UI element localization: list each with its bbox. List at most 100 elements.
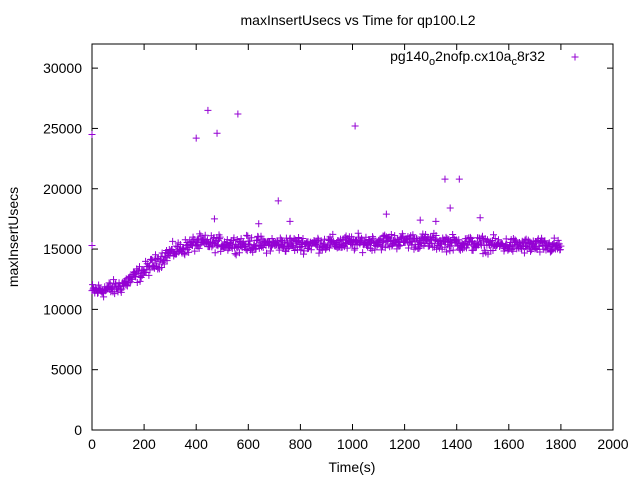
data-point xyxy=(246,237,254,245)
data-point xyxy=(477,240,485,248)
legend-marker xyxy=(571,53,579,61)
outlier-point xyxy=(286,217,294,225)
chart-title: maxInsertUsecs vs Time for qp100.L2 xyxy=(241,12,476,28)
data-point xyxy=(404,244,412,252)
x-tick-label: 1400 xyxy=(441,436,472,452)
data-point xyxy=(556,246,564,254)
outlier-point xyxy=(382,210,390,218)
data-point xyxy=(111,290,119,298)
data-point xyxy=(494,236,502,244)
y-tick-label: 25000 xyxy=(43,120,82,136)
data-point xyxy=(444,241,452,249)
data-point xyxy=(449,246,457,254)
data-point xyxy=(409,231,417,239)
data-point xyxy=(446,247,454,255)
data-point xyxy=(292,242,300,250)
legend-label-part: 2nofp.cx10a xyxy=(435,48,511,64)
data-point xyxy=(358,234,366,242)
data-point xyxy=(299,234,307,242)
x-tick-label: 400 xyxy=(185,436,209,452)
data-point xyxy=(118,285,126,293)
data-point xyxy=(350,246,358,254)
outlier-point xyxy=(432,217,440,225)
data-point xyxy=(354,229,362,237)
data-point xyxy=(533,238,541,246)
data-point xyxy=(169,237,177,245)
axis-ticks: 0 200 400 600 800 1000 1200 1400 1600 1800 2000050… xyxy=(43,44,629,452)
data-point xyxy=(214,236,222,244)
data-point xyxy=(548,247,556,255)
outlier-point xyxy=(416,216,424,224)
x-tick-label: 2000 xyxy=(597,436,628,452)
y-tick-label: 30000 xyxy=(43,60,82,76)
data-point xyxy=(297,246,305,254)
data-point xyxy=(459,245,467,253)
legend: pg140o2nofp.cx10ac8r32 xyxy=(390,48,579,68)
data-point xyxy=(89,281,97,289)
data-point xyxy=(432,236,440,244)
data-point xyxy=(257,232,265,240)
data-point xyxy=(504,246,512,254)
data-point xyxy=(180,249,188,257)
y-tick-label: 0 xyxy=(74,422,82,438)
outlier-point xyxy=(255,220,263,228)
data-point xyxy=(443,248,451,256)
data-point xyxy=(211,249,219,257)
data-point xyxy=(312,241,320,249)
outlier-point xyxy=(446,204,454,212)
data-point xyxy=(453,237,461,245)
data-point xyxy=(391,232,399,240)
data-point xyxy=(447,242,455,250)
data-point xyxy=(95,281,103,289)
data-point xyxy=(284,239,292,247)
outlier-point xyxy=(213,129,221,137)
data-point xyxy=(548,246,556,254)
y-axis-label: maxInsertUsecs xyxy=(5,187,21,287)
data-point xyxy=(201,231,209,239)
data-point xyxy=(307,246,315,254)
outlier-point xyxy=(210,215,218,223)
x-tick-label: 800 xyxy=(289,436,313,452)
data-point xyxy=(275,246,283,254)
data-point xyxy=(213,241,221,249)
data-point xyxy=(117,288,125,296)
data-point xyxy=(387,230,395,238)
legend-label-part: o xyxy=(429,56,435,68)
legend-label-part: pg140 xyxy=(390,48,429,64)
data-point xyxy=(508,242,516,250)
outlier-point xyxy=(351,122,359,130)
data-point xyxy=(396,238,404,246)
data-point xyxy=(216,233,224,241)
data-point xyxy=(466,233,474,241)
data-point xyxy=(412,235,420,243)
data-point xyxy=(217,247,225,255)
data-point xyxy=(455,236,463,244)
data-point xyxy=(244,232,252,240)
y-tick-label: 15000 xyxy=(43,241,82,257)
data-point xyxy=(535,242,543,250)
data-point xyxy=(489,247,497,255)
data-point xyxy=(432,232,440,240)
outlier-point xyxy=(204,106,212,114)
data-point xyxy=(263,249,271,257)
x-tick-label: 1600 xyxy=(493,436,524,452)
y-tick-label: 5000 xyxy=(51,362,82,378)
y-tick-label: 20000 xyxy=(43,181,82,197)
data-point xyxy=(315,249,323,257)
legend-label-part: c xyxy=(511,56,517,68)
data-point xyxy=(248,234,256,242)
outlier-point xyxy=(455,175,463,183)
data-point xyxy=(509,247,517,255)
data-point xyxy=(520,249,528,257)
x-tick-label: 200 xyxy=(132,436,156,452)
data-point xyxy=(181,251,189,259)
data-point xyxy=(176,240,184,248)
data-point xyxy=(105,279,113,287)
data-point xyxy=(184,245,192,253)
legend-label-part: 8r32 xyxy=(517,48,545,64)
data-points xyxy=(88,106,565,301)
x-tick-label: 1800 xyxy=(545,436,576,452)
data-point xyxy=(545,239,553,247)
data-point xyxy=(136,277,144,285)
